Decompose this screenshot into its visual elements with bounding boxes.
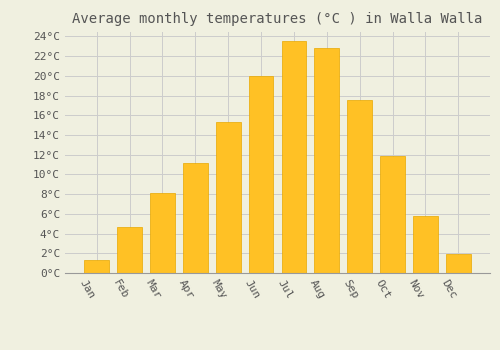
Bar [150,193,174,273]
Bar [117,227,142,273]
Title: Average monthly temperatures (°C ) in Walla Walla: Average monthly temperatures (°C ) in Wa… [72,12,482,26]
Bar [183,163,208,273]
Bar [380,156,405,273]
Bar [446,254,470,273]
Bar [413,216,438,273]
Bar [216,122,240,273]
Bar [248,76,274,273]
Bar [282,41,306,273]
Bar [314,48,339,273]
Bar [84,260,109,273]
Bar [348,99,372,273]
